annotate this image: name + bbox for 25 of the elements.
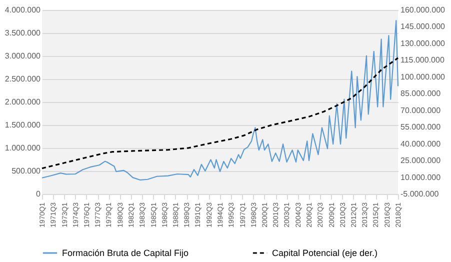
legend-label: Capital Potencial (eje der.) bbox=[272, 248, 378, 258]
y-tick-label: 2.000.000 bbox=[4, 98, 42, 106]
legend-label: Formación Bruta de Capital Fijo bbox=[62, 248, 189, 258]
y2-tick-label: 10.000.000 bbox=[400, 172, 442, 182]
y-tick-label: 1.500.000 bbox=[4, 120, 42, 130]
y-tick-label: 2.500.000 bbox=[4, 74, 42, 84]
y2-tick-label: 130.000.000 bbox=[400, 38, 446, 48]
y-tick-label: 3.500.000 bbox=[4, 28, 42, 38]
line-series bbox=[41, 57, 399, 170]
y2-tick-label: 115.000.000 bbox=[400, 56, 445, 65]
y-tick-label: 0 bbox=[36, 190, 42, 198]
y2-tick-label: 70.000.000 bbox=[400, 106, 442, 115]
y2-tick-label: 55.000.000 bbox=[400, 122, 442, 132]
y2-tick-label: 25.000.000 bbox=[400, 156, 442, 166]
y-tick-label: 3.000.000 bbox=[4, 52, 42, 60]
y2-tick-label: 100.000.000 bbox=[400, 72, 446, 82]
y2-tick-label: -5.000.000 bbox=[400, 190, 440, 198]
y2-tick-label: 145.000.000 bbox=[400, 22, 446, 32]
y2-tick-label: 160.000.000 bbox=[400, 6, 446, 14]
y-tick-label: 500.000 bbox=[12, 166, 42, 176]
line-series bbox=[41, 20, 399, 181]
y2-tick-label: 85.000.000 bbox=[400, 89, 442, 98]
y-tick-label: 4.000.000 bbox=[4, 6, 42, 14]
y-tick-label: 1.000.000 bbox=[4, 144, 42, 152]
y2-tick-label: 40.000.000 bbox=[400, 139, 442, 148]
